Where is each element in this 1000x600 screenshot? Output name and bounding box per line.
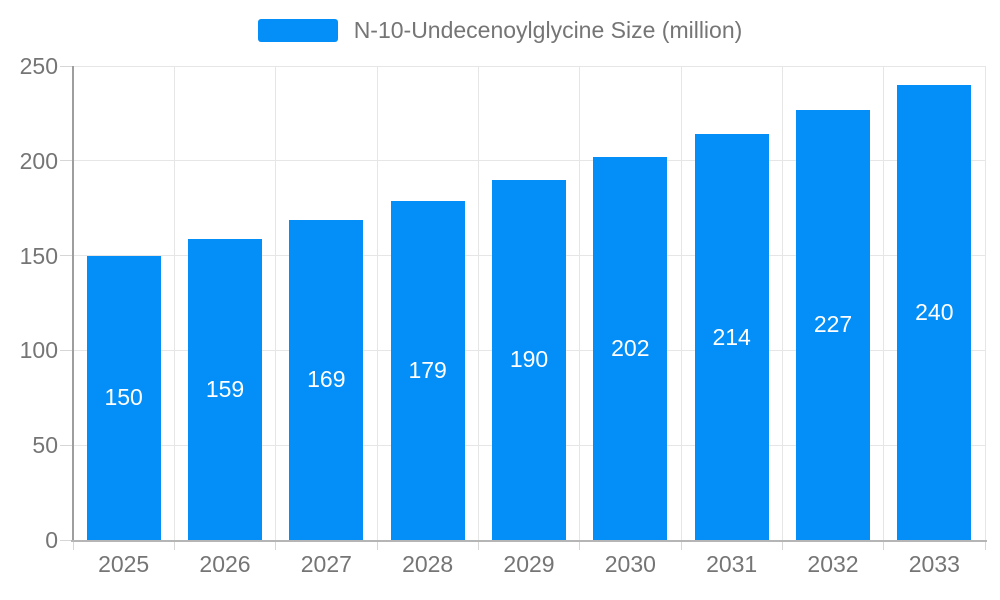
- bar-value-label: 159: [205, 375, 245, 402]
- bar-value-label: 190: [509, 346, 549, 373]
- bar-2030[interactable]: 202: [593, 157, 668, 540]
- chart-legend[interactable]: N-10-Undecenoylglycine Size (million): [0, 17, 1000, 44]
- y-tick-label: 200: [19, 147, 58, 174]
- legend-label: N-10-Undecenoylglycine Size (million): [353, 17, 743, 43]
- x-axis-tick: [72, 542, 74, 550]
- y-tick-label: 250: [19, 53, 58, 79]
- bar-2033[interactable]: 240: [897, 84, 972, 540]
- x-gridline: [984, 66, 986, 540]
- x-gridline: [883, 66, 885, 540]
- x-axis-tick: [275, 542, 277, 550]
- x-tick-label: 2026: [199, 551, 251, 577]
- x-gridline: [477, 66, 479, 540]
- x-axis-tick: [173, 542, 175, 550]
- bar-value-label: 214: [712, 323, 751, 350]
- plot-area: 150 159 169 179 190 202 214 227 240: [60, 65, 987, 550]
- bar-2027[interactable]: 169: [289, 219, 364, 540]
- y-tick-label: 150: [19, 242, 58, 269]
- x-axis-tick: [579, 542, 581, 550]
- bar-2026[interactable]: 159: [188, 238, 262, 540]
- y-gridline: [73, 65, 985, 67]
- x-axis-tick: [376, 542, 378, 550]
- x-tick-label: 2033: [908, 551, 960, 577]
- legend-swatch[interactable]: [257, 19, 338, 42]
- bar-value-label: 169: [307, 366, 346, 393]
- x-axis-tick: [883, 542, 885, 550]
- x-tick-label: 2031: [706, 551, 758, 577]
- y-gridline: [73, 160, 985, 162]
- x-tick-label: 2027: [300, 551, 352, 577]
- x-gridline: [781, 66, 783, 540]
- y-axis-tick: [60, 160, 72, 162]
- x-tick-label: 2025: [98, 551, 150, 577]
- x-gridline: [579, 66, 581, 540]
- x-axis-tick: [680, 542, 682, 550]
- bar-2028[interactable]: 179: [390, 200, 465, 540]
- x-axis-tick: [984, 542, 986, 550]
- bar-2025[interactable]: 150: [86, 255, 161, 540]
- bar-value-label: 240: [915, 298, 954, 325]
- y-tick-label: 100: [19, 337, 58, 364]
- x-gridline: [275, 66, 277, 540]
- y-axis-tick: [60, 65, 72, 67]
- x-tick-label: 2030: [604, 551, 656, 577]
- bar-2031[interactable]: 214: [694, 134, 769, 540]
- y-axis-tick: [60, 539, 72, 541]
- x-axis-tick: [781, 542, 783, 550]
- x-axis-tick: [477, 542, 479, 550]
- y-tick-label: 0: [45, 527, 58, 553]
- x-gridline: [173, 66, 175, 540]
- x-gridline: [376, 66, 378, 540]
- y-axis-tick: [60, 349, 72, 351]
- x-tick-label: 2032: [807, 551, 859, 577]
- bar-value-label: 179: [408, 356, 447, 383]
- x-tick-label: 2029: [503, 551, 555, 577]
- y-tick-label: 50: [32, 432, 58, 459]
- x-axis-line: [71, 540, 987, 542]
- x-gridline: [680, 66, 682, 540]
- bar-value-label: 227: [813, 311, 853, 338]
- y-axis-line: [72, 66, 74, 540]
- y-axis-tick: [60, 255, 72, 257]
- x-tick-label: 2028: [402, 551, 454, 577]
- bar-2029[interactable]: 190: [492, 179, 566, 540]
- bar-value-label: 150: [104, 384, 143, 411]
- bar-value-label: 202: [611, 335, 650, 361]
- bar-2032[interactable]: 227: [796, 109, 870, 540]
- y-axis-tick: [60, 444, 72, 446]
